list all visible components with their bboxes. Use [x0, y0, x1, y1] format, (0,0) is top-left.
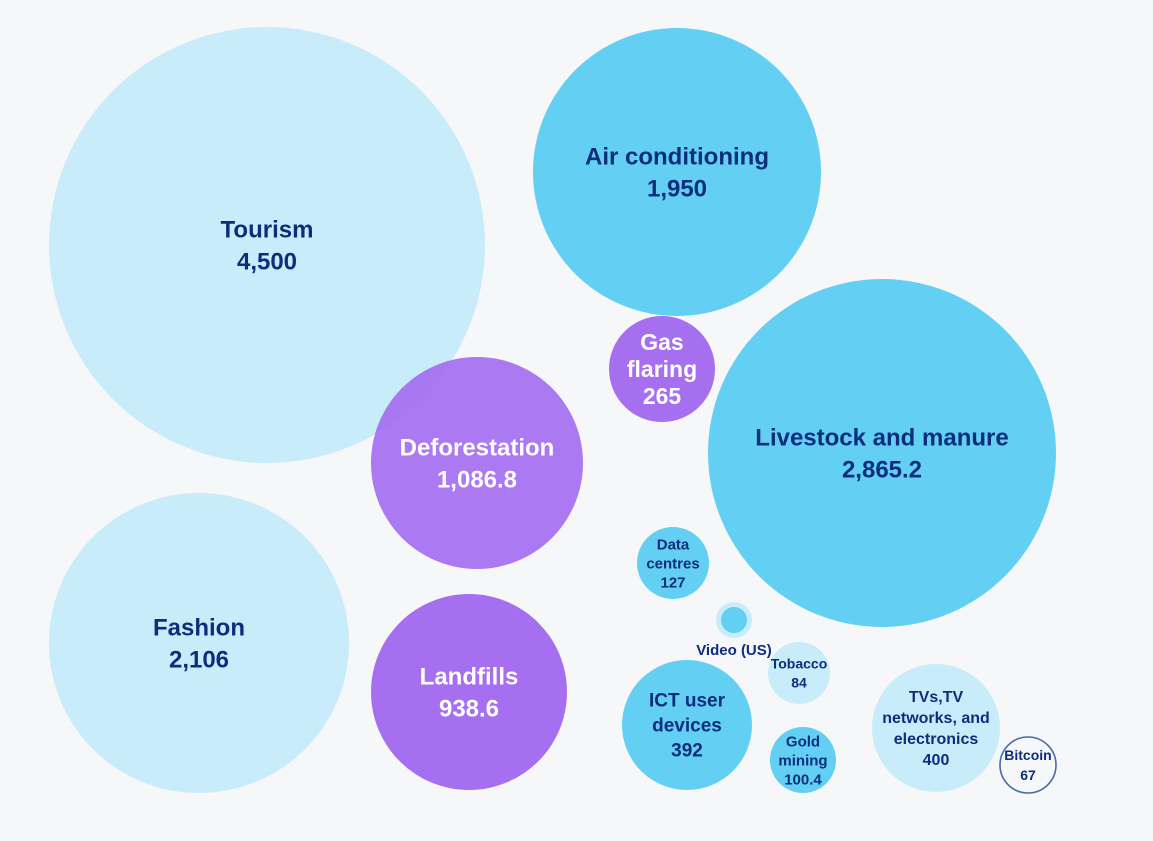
deforestation-bubble [371, 357, 583, 569]
fashion-label: Fashion [153, 614, 245, 641]
air-conditioning-bubble [533, 28, 821, 316]
gold-mining-value: 100.4 [784, 771, 822, 788]
tvs-tv-networks-and-electronics-bubble [872, 664, 1000, 792]
tvs-tv-networks-and-electronics-label-group: TVs,TV networks, and electronics 400 [882, 689, 990, 769]
fashion-label-group: Fashion 2,106 [153, 614, 245, 673]
tvs-tv-networks-and-electronics-label: networks, and [882, 710, 990, 727]
landfills-label-group: Landfills 938.6 [420, 663, 519, 722]
landfills-label: Landfills [420, 663, 519, 690]
fashion-bubble [49, 493, 349, 793]
deforestation-label-group: Deforestation 1,086.8 [400, 434, 555, 493]
air-conditioning-value: 1,950 [647, 175, 707, 202]
tourism-label: Tourism [221, 216, 314, 243]
gas-flaring-label: flaring [627, 356, 697, 382]
tobacco-value: 84 [791, 674, 807, 690]
data-centres-bubble [637, 527, 709, 599]
gold-mining-label: mining [778, 752, 827, 769]
fashion-value: 2,106 [169, 646, 229, 673]
tourism-value: 4,500 [237, 248, 297, 275]
air-conditioning-label: Air conditioning [585, 143, 769, 170]
tourism-bubble [49, 27, 485, 463]
data-centres-label: Data [657, 536, 690, 553]
bitcoin-label: Bitcoin [1004, 747, 1051, 763]
gold-mining-label: Gold [786, 733, 820, 750]
air-conditioning-label-group: Air conditioning 1,950 [585, 143, 769, 202]
data-centres-label-group: Data centres 127 [646, 536, 699, 591]
tobacco-label-group: Tobacco 84 [771, 655, 828, 690]
livestock-and-manure-label: Livestock and manure [755, 424, 1008, 451]
gold-mining-bubble [770, 727, 836, 793]
tobacco-bubble [768, 642, 830, 704]
bitcoin-value: 67 [1020, 767, 1036, 783]
video-us-label-group: Video (US) [696, 642, 772, 659]
ict-user-devices-bubble [622, 660, 752, 790]
bitcoin-bubble [999, 736, 1057, 794]
gas-flaring-label: Gas [640, 329, 683, 355]
gas-flaring-bubble [609, 316, 715, 422]
tvs-tv-networks-and-electronics-label: electronics [894, 731, 979, 748]
bitcoin-label-group: Bitcoin 67 [1004, 747, 1051, 783]
gold-mining-label-group: Gold mining 100.4 [778, 733, 827, 788]
data-centres-value: 127 [660, 574, 685, 591]
tobacco-label: Tobacco [771, 655, 828, 671]
tvs-tv-networks-and-electronics-value: 400 [923, 752, 950, 769]
livestock-and-manure-label-group: Livestock and manure 2,865.2 [755, 424, 1008, 483]
deforestation-value: 1,086.8 [437, 466, 517, 493]
landfills-value: 938.6 [439, 695, 499, 722]
ict-user-devices-label-group: ICT user devices 392 [649, 691, 726, 762]
gas-flaring-value: 265 [643, 383, 682, 409]
video-us-bubble [721, 607, 747, 633]
data-centres-label: centres [646, 555, 699, 572]
tourism-label-group: Tourism 4,500 [221, 216, 314, 275]
video-us-label: Video (US) [696, 642, 772, 659]
ict-user-devices-label: devices [652, 716, 722, 737]
deforestation-label: Deforestation [400, 434, 555, 461]
livestock-and-manure-value: 2,865.2 [842, 456, 922, 483]
tvs-tv-networks-and-electronics-label: TVs,TV [909, 689, 964, 706]
livestock-and-manure-bubble [708, 279, 1056, 627]
landfills-bubble [371, 594, 567, 790]
ict-user-devices-label: ICT user [649, 691, 726, 712]
ict-user-devices-value: 392 [671, 741, 703, 762]
